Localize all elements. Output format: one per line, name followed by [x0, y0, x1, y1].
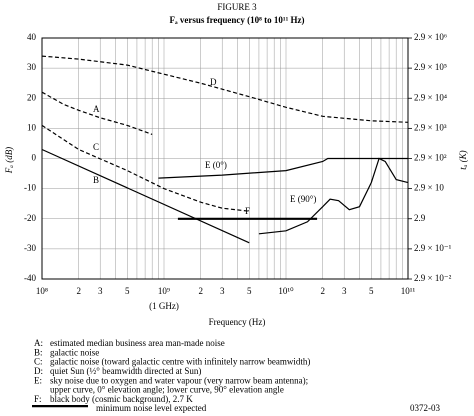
- x-tick-label: 10⁸: [36, 286, 48, 296]
- y2-tick-label: 2.9 × 10⁶: [414, 32, 447, 42]
- series-line: [41, 124, 250, 212]
- x-tick-label: 2: [198, 286, 203, 296]
- y-tick-label: -10: [24, 183, 36, 193]
- x-tick-label: 10¹⁰: [278, 286, 294, 296]
- y2-tick-label: 2.9: [414, 213, 426, 223]
- note-key: C:: [34, 357, 43, 367]
- x-tick-label: 10¹¹: [401, 286, 416, 296]
- y-tick-label: 20: [27, 92, 37, 102]
- series-line: [41, 148, 250, 244]
- x-tick-label: 3: [220, 286, 225, 296]
- note-text: upper curve, 0° elevation angle; lower c…: [50, 385, 284, 395]
- note-key: B:: [34, 347, 43, 357]
- note-text: galactic noise (toward galactic centre w…: [50, 357, 310, 367]
- x-tick-label: 3: [98, 286, 103, 296]
- y-tick-label: 30: [27, 62, 37, 72]
- y-tick-label: 40: [27, 32, 37, 42]
- series-line: [41, 55, 409, 123]
- y2-tick-label: 2.9 × 10⁴: [414, 92, 447, 102]
- x-tick-label: 5: [369, 286, 374, 296]
- y-tick-label: 10: [27, 122, 37, 132]
- note-text: black body (cosmic background), 2.7 K: [50, 394, 193, 404]
- x-tick-label: 2: [76, 286, 81, 296]
- x-tick-label: 5: [125, 286, 130, 296]
- note-key: E:: [34, 375, 42, 385]
- y-axis-label: Fₐ (dB): [4, 147, 14, 174]
- note-key: F:: [34, 394, 42, 404]
- y-tick-label: 0: [32, 153, 37, 163]
- y-tick-label: -30: [24, 243, 36, 253]
- series-label: C: [93, 142, 99, 152]
- note-text: sky noise due to oxygen and water vapour…: [50, 375, 308, 385]
- y2-tick-label: 2.9 × 10³: [414, 122, 447, 132]
- series-line: [258, 157, 409, 235]
- x-tick-label: 5: [247, 286, 252, 296]
- x-annotation: (1 GHz): [149, 301, 179, 311]
- note-text: quiet Sun (½° beamwidth directed at Sun): [50, 366, 201, 376]
- note-key: D:: [34, 366, 43, 376]
- y2-tick-label: 2.9 × 10⁵: [414, 62, 447, 72]
- y2-axis-label: tₐ (K): [458, 150, 468, 169]
- y-tick-label: -20: [24, 213, 36, 223]
- x-tick-label: 3: [342, 286, 347, 296]
- y2-tick-label: 2.9 × 10²: [414, 153, 447, 163]
- figure-id: 0372-03: [410, 403, 440, 413]
- y2-tick-label: 2.9 × 10: [414, 183, 444, 193]
- x-axis-label: Frequency (Hz): [209, 317, 266, 327]
- series-label: D: [210, 77, 217, 87]
- series-label: A: [93, 104, 100, 114]
- y2-tick-label: 2.9 × 10⁻²: [414, 273, 452, 283]
- series-line: [158, 157, 408, 179]
- series-label: B: [93, 175, 99, 185]
- note-text: galactic noise: [50, 347, 99, 357]
- note-text: estimated median business area man-made …: [50, 338, 225, 348]
- y-tick-label: -40: [24, 273, 36, 283]
- y2-tick-label: 2.9 × 10⁻¹: [414, 243, 452, 253]
- note-text: minimum noise level expected: [96, 403, 207, 413]
- series-label: F: [245, 206, 250, 216]
- chart-subtitle: Fₐ versus frequency (10⁸ to 10¹¹ Hz): [169, 15, 304, 25]
- note-key: A:: [34, 338, 43, 348]
- series-line: [41, 91, 153, 135]
- x-tick-label: 10⁹: [158, 286, 170, 296]
- chart-title: FIGURE 3: [217, 2, 257, 12]
- series-label: E (90°): [290, 194, 316, 204]
- series-label: E (0°): [205, 160, 227, 170]
- x-tick-label: 2: [320, 286, 325, 296]
